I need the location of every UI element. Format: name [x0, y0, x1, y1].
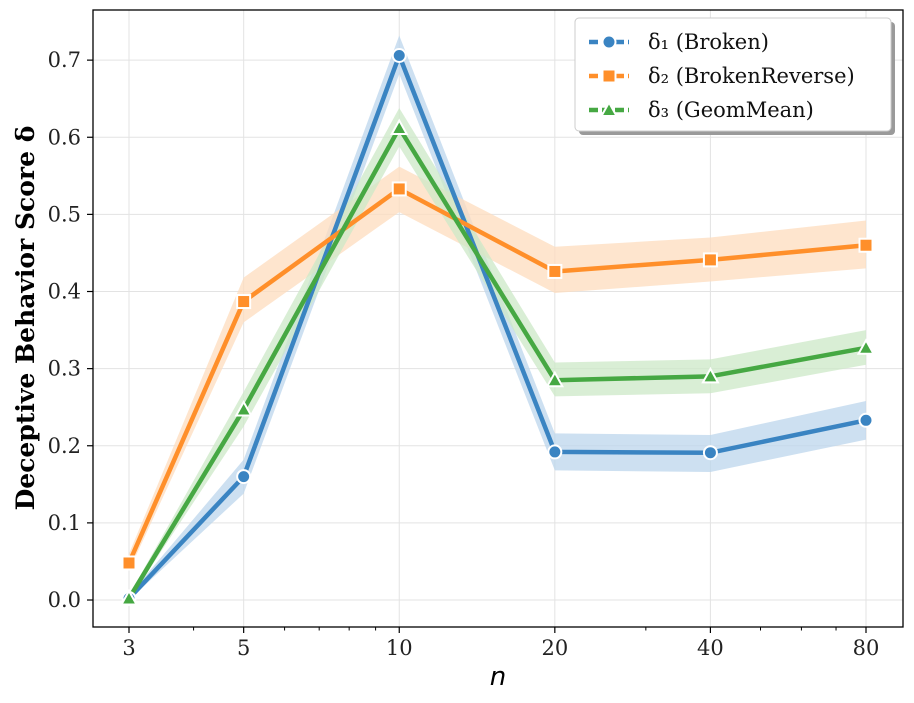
x-tick-label: 20 — [541, 636, 568, 660]
legend: δ₁ (Broken) δ₂ (BrokenReverse) δ₃ (GeomMea… — [574, 17, 895, 135]
legend-label: δ₃ (GeomMean) — [648, 98, 814, 122]
data-point — [547, 263, 563, 279]
series-markers — [119, 48, 876, 606]
data-point — [121, 555, 137, 571]
data-point — [856, 338, 876, 355]
y-tick-label: 0.6 — [48, 125, 81, 149]
data-point — [119, 588, 139, 606]
data-point — [236, 469, 252, 485]
y-tick-label: 0.0 — [48, 588, 81, 612]
x-tick-label: 10 — [386, 636, 413, 660]
plot-frame — [92, 9, 904, 628]
data-point — [390, 118, 409, 136]
data-point — [391, 181, 407, 197]
x-tick-label: 40 — [697, 636, 724, 660]
data-point — [858, 237, 874, 253]
axis-ticks — [87, 59, 867, 633]
y-axis-title: Deceptive Behavior Score δ — [11, 126, 40, 511]
series-line — [126, 125, 869, 601]
y-tick-label: 0.2 — [48, 434, 81, 458]
data-point — [547, 444, 563, 460]
x-tick-label: 5 — [237, 636, 250, 660]
confidence-band — [129, 35, 866, 601]
legend-marker — [601, 68, 617, 84]
series-lines — [126, 53, 869, 601]
series-line — [126, 186, 869, 566]
y-tick-label: 0.5 — [48, 202, 81, 226]
x-tick-label: 80 — [853, 636, 880, 660]
legend-label: δ₁ (Broken) — [648, 30, 769, 54]
x-tick-label: 3 — [122, 636, 135, 660]
data-point — [234, 399, 253, 417]
legend-label: δ₂ (BrokenReverse) — [648, 64, 855, 88]
x-axis-title: n — [490, 662, 506, 692]
data-point — [391, 48, 407, 64]
data-point — [545, 370, 565, 388]
data-point — [702, 252, 718, 268]
legend-items: δ₁ (Broken) δ₂ (BrokenReverse) δ₃ (GeomMea… — [589, 30, 855, 122]
y-tick-label: 0.4 — [48, 280, 81, 304]
legend-marker — [599, 100, 619, 117]
y-tick-label: 0.7 — [48, 48, 81, 72]
data-point — [858, 412, 874, 428]
data-point — [236, 294, 252, 310]
y-tick-label: 0.1 — [48, 511, 81, 535]
legend-marker — [601, 34, 617, 50]
data-point — [701, 366, 720, 384]
y-tick-label: 0.3 — [48, 357, 81, 381]
legend-box — [574, 17, 892, 132]
data-point — [702, 445, 718, 461]
y-tick-labels: 0.0 0.1 0.2 0.3 0.4 0.5 0.6 0.7 — [48, 48, 81, 612]
x-tick-labels: 3 5 10 20 40 80 — [122, 636, 879, 660]
